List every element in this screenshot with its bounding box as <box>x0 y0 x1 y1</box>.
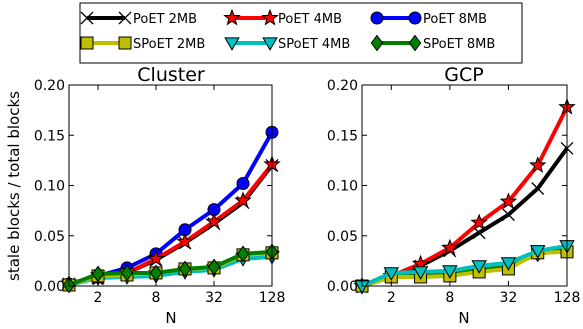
data-point-spoet-4mb-gcp <box>471 260 487 274</box>
legend-item-poet-4mb: PoET 4MB <box>223 8 342 27</box>
data-point-poet-4mb-gcp <box>470 213 488 231</box>
legend-label-poet-8mb: PoET 8MB <box>423 12 487 27</box>
data-point-poet-8mb-cluster <box>236 176 250 190</box>
legend-marker-poet-4mb <box>223 8 241 26</box>
y-tick-label-gcp: 0.05 <box>327 229 358 245</box>
legend-item-spoet-2mb: SPoET 2MB <box>80 36 205 52</box>
chart-title-cluster: Cluster <box>137 64 205 86</box>
data-point-spoet-4mb-gcp <box>383 267 400 281</box>
legend-marker-spoet-4mb <box>224 37 240 51</box>
legend-label-poet-2mb: PoET 2MB <box>133 12 197 27</box>
data-point-spoet-8mb-cluster <box>207 258 221 276</box>
legend-label-poet-4mb: PoET 4MB <box>278 12 342 27</box>
legend-marker-spoet-2mb <box>118 36 132 50</box>
legend-label-spoet-2mb: SPoET 2MB <box>133 37 205 52</box>
legend-item-poet-8mb: PoET 8MB <box>370 11 487 27</box>
data-point-spoet-8mb-cluster <box>236 245 250 263</box>
y-tick-label-cluster: 0.00 <box>34 279 65 295</box>
legend: PoET 2MB PoET 4MB PoET 8MB SPoET 2MB SPoET 4… <box>79 2 523 64</box>
data-point-poet-4mb-cluster <box>205 212 223 230</box>
x-tick-label-gcp: 128 <box>554 290 581 306</box>
x-axis-label-cluster: N <box>165 309 176 327</box>
legend-item-poet-2mb: PoET 2MB <box>80 11 197 27</box>
legend-marker-spoet-8mb <box>408 34 422 52</box>
data-point-poet-4mb-cluster <box>147 249 165 267</box>
legend-item-spoet-4mb: SPoET 4MB <box>224 37 350 52</box>
y-tick-label-cluster: 0.05 <box>34 229 65 245</box>
y-tick-label-gcp: 0.10 <box>327 179 358 195</box>
legend-marker-spoet-2mb <box>80 36 94 50</box>
x-tick-label-gcp: 32 <box>500 290 518 306</box>
legend-label-spoet-8mb: SPoET 8MB <box>423 37 495 52</box>
legend-marker-poet-2mb <box>80 11 94 25</box>
y-tick-label-gcp: 0.20 <box>327 78 358 94</box>
chart-cluster: Cluster stale blocks / total blocks N 0.… <box>5 64 285 327</box>
data-point-spoet-4mb-gcp <box>529 245 546 259</box>
y-tick-label-cluster: 0.20 <box>34 78 65 94</box>
legend-marker-poet-8mb <box>370 11 384 25</box>
x-tick-label-gcp: 8 <box>445 290 454 306</box>
data-point-poet-4mb-cluster <box>176 232 194 250</box>
legend-item-spoet-8mb: SPoET 8MB <box>370 34 495 52</box>
legend-frame <box>79 2 523 64</box>
legend-label-spoet-4mb: SPoET 4MB <box>278 37 350 52</box>
x-tick-label-cluster: 8 <box>152 290 161 306</box>
data-point-poet-4mb-cluster <box>234 191 252 209</box>
plot-area-gcp <box>353 97 576 295</box>
legend-marker-spoet-8mb <box>370 34 384 52</box>
data-point-spoet-8mb-cluster <box>178 260 192 278</box>
legend-marker-spoet-4mb <box>262 37 278 51</box>
chart-title-gcp: GCP <box>444 64 483 86</box>
data-point-poet-4mb-gcp <box>528 156 547 173</box>
plot-area-cluster <box>60 125 281 294</box>
data-point-spoet-4mb-gcp <box>442 265 458 279</box>
legend-marker-poet-4mb <box>261 8 279 26</box>
data-point-poet-4mb-gcp <box>441 238 459 256</box>
data-point-poet-2mb-gcp <box>531 182 545 195</box>
series-line-spoet-4mb-gcp <box>361 243 568 288</box>
x-axis-label-gcp: N <box>458 309 469 327</box>
data-point-spoet-8mb-cluster <box>120 264 134 282</box>
chart-gcp: GCP N 0.00 0.05 0.10 0.15 0.20 2 8 32 128 <box>327 64 581 327</box>
y-tick-label-gcp: 0.00 <box>327 279 358 295</box>
series-poet-8mb-cluster <box>62 125 279 291</box>
x-tick-label-gcp: 2 <box>387 290 396 306</box>
data-point-spoet-4mb-gcp <box>412 266 429 280</box>
y-tick-label-gcp: 0.15 <box>327 128 358 144</box>
x-tick-label-cluster: 2 <box>94 290 103 306</box>
x-tick-label-cluster: 32 <box>205 290 223 306</box>
series-poet-4mb-gcp <box>353 97 576 294</box>
y-tick-label-cluster: 0.15 <box>34 128 65 144</box>
data-point-spoet-8mb-cluster <box>149 264 163 282</box>
x-tick-label-cluster: 128 <box>259 290 286 306</box>
series-spoet-4mb-gcp <box>354 240 575 294</box>
y-axis-label-cluster: stale blocks / total blocks <box>5 91 23 281</box>
data-point-spoet-4mb-gcp <box>500 257 517 271</box>
y-tick-label-cluster: 0.10 <box>34 179 65 195</box>
data-point-poet-2mb-gcp <box>501 208 515 222</box>
data-point-poet-4mb-gcp <box>499 192 518 210</box>
legend-marker-poet-2mb <box>118 11 132 25</box>
legend-marker-poet-8mb <box>408 11 422 25</box>
